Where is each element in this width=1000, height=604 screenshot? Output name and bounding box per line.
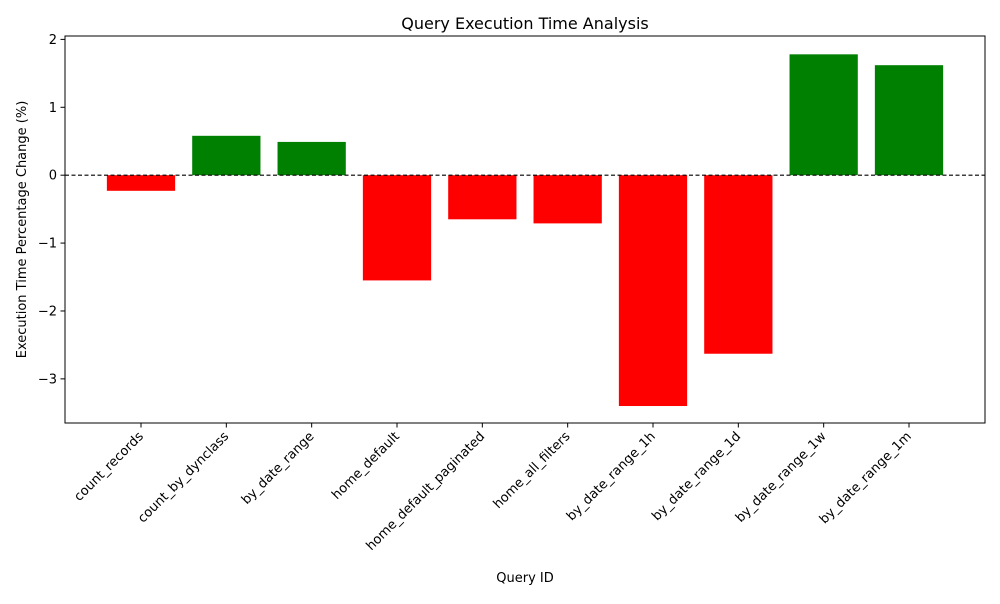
x-tick-label: by_date_range_1m: [817, 429, 915, 527]
y-tick-label: −1: [38, 237, 57, 252]
bar-by_date_range_1m: [874, 65, 944, 176]
chart-title: Query Execution Time Analysis: [401, 14, 648, 33]
y-tick-label: −3: [38, 372, 57, 387]
bar-by_date_range: [277, 141, 346, 176]
x-tick-label: by_date_range: [239, 429, 318, 508]
x-tick-label: by_date_range_1h: [564, 429, 659, 524]
x-tick-label: home_default: [329, 429, 403, 503]
x-tick-label: home_all_filters: [491, 429, 574, 512]
bar-by_date_range_1h: [618, 175, 688, 407]
y-tick-label: 1: [49, 101, 57, 116]
y-axis-ticks: 2 1 0 −1 −2 −3: [38, 33, 65, 387]
bar-by_date_range_1w: [789, 54, 858, 176]
y-axis-label: Execution Time Percentage Change (%): [15, 101, 30, 359]
x-tick-label: by_date_range_1d: [649, 429, 744, 524]
x-tick-label: by_date_range_1w: [733, 429, 830, 526]
x-tick-label: count_records: [72, 429, 147, 504]
x-tick-label: count_by_dynclass: [135, 429, 232, 526]
x-axis-label: Query ID: [496, 571, 553, 586]
bar-home_default_paginated: [448, 175, 517, 220]
bars-layer: [106, 54, 944, 407]
bar-by_date_range_1d: [704, 175, 773, 354]
plot-frame: [64, 35, 986, 424]
y-tick-label: 0: [49, 169, 57, 184]
y-tick-label: 2: [49, 33, 57, 48]
bar-count_records: [106, 175, 176, 191]
bar-home_all_filters: [533, 175, 602, 224]
y-tick-label: −2: [38, 304, 57, 319]
bar-home_default: [362, 175, 432, 281]
bar-count_by_dynclass: [192, 135, 261, 176]
